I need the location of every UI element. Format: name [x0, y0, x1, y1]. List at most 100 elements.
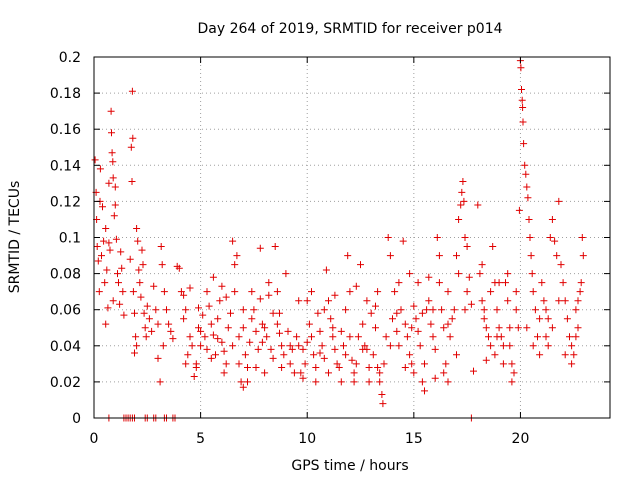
data-point: [256, 295, 264, 303]
data-point: [263, 333, 271, 341]
data-point: [574, 324, 582, 332]
data-point: [540, 297, 548, 305]
data-point: [467, 300, 475, 308]
data-point: [209, 273, 217, 281]
y-tick-label: 0.16: [50, 122, 81, 138]
data-point: [410, 369, 418, 377]
data-point: [288, 345, 296, 353]
data-point: [180, 315, 188, 323]
data-point: [508, 378, 516, 386]
data-point: [344, 252, 352, 260]
data-point: [348, 356, 356, 364]
data-point: [239, 383, 247, 391]
data-point: [570, 351, 578, 359]
data-point: [378, 391, 386, 398]
data-point: [427, 320, 435, 328]
data-point: [561, 297, 569, 305]
data-point: [325, 369, 332, 377]
data-point: [93, 243, 101, 250]
data-point: [190, 373, 198, 380]
data-point: [109, 158, 117, 166]
data-point: [487, 288, 495, 296]
data-point: [106, 246, 114, 254]
data-point: [261, 369, 269, 377]
data-point: [389, 315, 396, 323]
data-point: [393, 309, 401, 317]
data-point: [117, 248, 125, 256]
data-point: [269, 354, 277, 362]
data-point: [329, 324, 337, 332]
data-point: [425, 273, 433, 281]
data-point: [167, 327, 175, 335]
data-point: [108, 129, 115, 137]
data-point: [197, 327, 205, 335]
x-tick-label: 15: [405, 431, 423, 447]
data-point: [102, 320, 110, 328]
data-point: [531, 306, 539, 314]
data-point: [536, 351, 544, 359]
data-point: [184, 351, 192, 359]
data-point: [435, 252, 443, 260]
data-point: [523, 324, 531, 332]
data-point: [408, 324, 416, 332]
data-point: [244, 364, 251, 371]
data-point: [132, 333, 140, 341]
data-point: [393, 327, 401, 335]
data-point: [342, 351, 350, 359]
data-point: [273, 288, 281, 296]
data-point: [199, 311, 207, 319]
data-point: [359, 320, 367, 328]
data-point: [568, 342, 576, 350]
data-point: [574, 297, 582, 305]
data-point: [333, 360, 341, 368]
data-point: [229, 342, 237, 350]
data-point: [286, 342, 294, 350]
data-point: [310, 351, 318, 359]
data-point: [138, 246, 146, 254]
data-point: [544, 315, 552, 323]
data-point: [116, 300, 124, 308]
data-point: [214, 315, 222, 323]
data-point: [380, 360, 388, 368]
data-point: [421, 360, 428, 368]
data-point: [423, 306, 431, 314]
data-point: [282, 270, 290, 278]
data-point: [542, 333, 550, 341]
data-point: [308, 333, 315, 341]
data-point: [329, 333, 337, 341]
data-point: [519, 104, 527, 111]
data-point: [361, 342, 369, 350]
data-point: [461, 234, 469, 241]
data-point: [548, 324, 556, 332]
data-point: [359, 345, 367, 353]
data-point: [529, 342, 537, 350]
data-point: [555, 197, 563, 205]
data-point: [357, 261, 364, 269]
data-point: [406, 351, 414, 359]
data-point: [526, 234, 534, 241]
data-point: [231, 261, 239, 269]
data-point: [320, 354, 328, 362]
data-point: [218, 338, 226, 346]
data-point: [499, 342, 507, 350]
data-point: [563, 315, 571, 323]
data-point: [335, 364, 343, 371]
data-point: [487, 342, 495, 350]
data-point: [308, 288, 315, 296]
data-point: [157, 243, 165, 250]
data-point: [340, 342, 347, 350]
data-point: [376, 378, 384, 386]
data-point: [133, 225, 141, 232]
data-point: [470, 367, 477, 375]
data-point: [269, 309, 277, 317]
data-point: [239, 324, 247, 332]
data-point: [429, 306, 437, 314]
y-axis-title: SRMTID / TECUs: [7, 181, 23, 294]
data-point: [557, 261, 565, 269]
data-point: [559, 279, 567, 287]
data-point: [203, 345, 211, 353]
data-point: [128, 87, 136, 95]
data-point: [222, 360, 230, 368]
data-point: [391, 288, 399, 296]
